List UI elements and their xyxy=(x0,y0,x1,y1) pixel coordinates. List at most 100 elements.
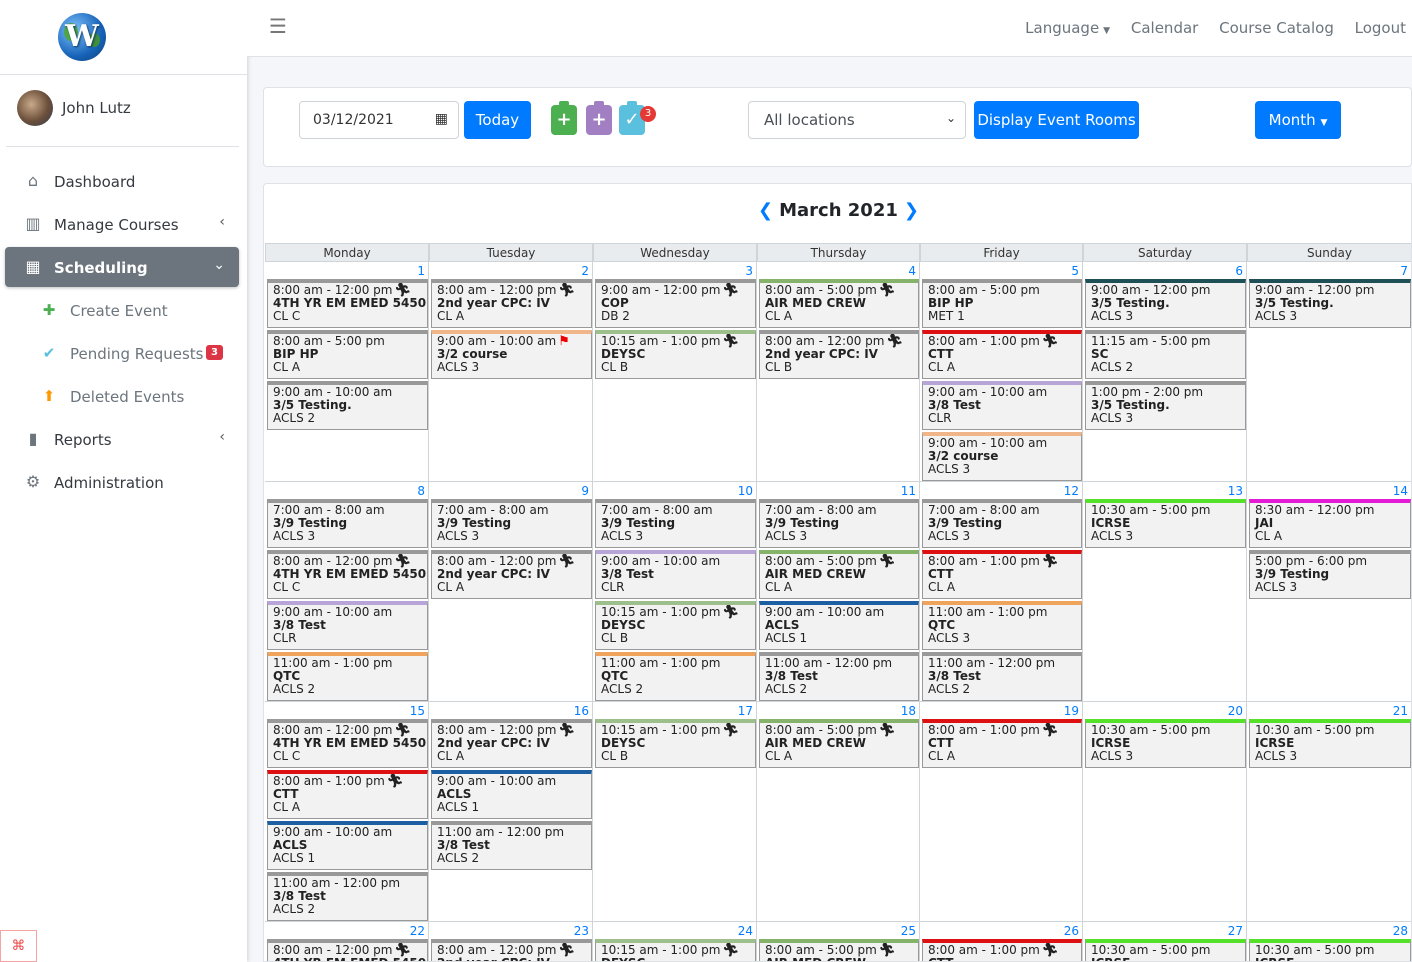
calendar-picker-icon[interactable]: ▦ xyxy=(434,111,448,127)
calendar-event[interactable]: 11:00 am - 12:00 pm 3/8 Test ACLS 2 xyxy=(267,872,428,921)
calendar-event[interactable]: 1:00 pm - 2:00 pm 3/5 Testing. ACLS 3 xyxy=(1085,381,1246,430)
day-cell[interactable]: 4 8:00 am - 5:00 pm 🏃︎ AIR MED CREW CL A 8:00… xyxy=(757,262,920,482)
day-number[interactable]: 12 xyxy=(1063,484,1079,498)
day-number[interactable]: 25 xyxy=(900,924,916,938)
calendar-event[interactable]: 8:30 am - 12:00 pm JAI CL A xyxy=(1249,499,1411,548)
day-number[interactable]: 10 xyxy=(737,484,753,498)
calendar-event[interactable]: 11:00 am - 12:00 pm 3/8 Test ACLS 2 xyxy=(922,652,1082,701)
day-number[interactable]: 27 xyxy=(1227,924,1243,938)
calendar-event[interactable]: 10:30 am - 5:00 pm ICRSE ACLS 3 xyxy=(1085,719,1246,768)
calendar-event[interactable]: 9:00 am - 10:00 am 3/8 Test CLR xyxy=(595,550,756,599)
create-event-icon[interactable]: + xyxy=(551,101,577,135)
day-number[interactable]: 9 xyxy=(581,484,589,498)
day-number[interactable]: 20 xyxy=(1227,704,1243,718)
calendar-event[interactable]: 8:00 am - 1:00 pm 🏃︎ CTT CL A xyxy=(922,550,1082,599)
user-panel[interactable]: John Lutz xyxy=(6,75,239,147)
day-number[interactable]: 26 xyxy=(1063,924,1079,938)
date-input[interactable]: 03/12/2021 ▦ xyxy=(299,101,459,139)
calendar-event[interactable]: 8:00 am - 12:00 pm 🏃︎ 2nd year CPC: IV CL A xyxy=(431,550,592,599)
calendar-event[interactable]: 9:00 am - 12:00 pm 3/5 Testing. ACLS 3 xyxy=(1085,279,1246,328)
calendar-event[interactable]: 5:00 pm - 6:00 pm 3/9 Testing ACLS 3 xyxy=(1249,550,1411,599)
calendar-event[interactable]: 11:00 am - 1:00 pm QTC ACLS 2 xyxy=(595,652,756,701)
calendar-event[interactable]: 10:15 am - 1:00 pm 🏃︎ DEYSC CL B xyxy=(595,719,756,768)
day-number[interactable]: 18 xyxy=(900,704,916,718)
day-cell[interactable]: 14 8:30 am - 12:00 pm JAI CL A 5:00 pm - 6:0… xyxy=(1247,482,1411,702)
day-cell[interactable]: 268:00 am - 1:00 pm🏃︎CTT xyxy=(920,922,1083,961)
calendar-event[interactable]: 9:00 am - 12:00 pm 🏃︎ COP DB 2 xyxy=(595,279,756,328)
calendar-event[interactable]: 10:15 am - 1:00 pm 🏃︎ DEYSC CL B xyxy=(595,601,756,650)
day-number[interactable]: 3 xyxy=(745,264,753,278)
calendar-event[interactable]: 10:30 am - 5:00 pm ICRSE ACLS 3 xyxy=(1085,499,1246,548)
calendar-event[interactable]: 8:00 am - 5:00 pm🏃︎AIR MED CREW xyxy=(759,939,919,961)
day-cell[interactable]: 6 9:00 am - 12:00 pm 3/5 Testing. ACLS 3 11:… xyxy=(1083,262,1247,482)
calendar-event[interactable]: 9:00 am - 10:00 am ACLS ACLS 1 xyxy=(431,770,592,819)
calendar-event[interactable]: 11:15 am - 5:00 pm SC ACLS 2 xyxy=(1085,330,1246,379)
day-number[interactable]: 15 xyxy=(409,704,425,718)
sidebar-subitem-pending-requests[interactable]: ✔ Pending Requests 3 xyxy=(5,333,239,373)
day-cell[interactable]: 7 9:00 am - 12:00 pm 3/5 Testing. ACLS 3 xyxy=(1247,262,1411,482)
day-cell[interactable]: 1 8:00 am - 12:00 pm 🏃︎ 4TH YR EM EMED 5450… xyxy=(265,262,429,482)
logout-link[interactable]: Logout xyxy=(1354,19,1406,37)
avatar[interactable] xyxy=(17,90,53,126)
day-cell[interactable]: 238:00 am - 12:00 pm🏃︎2nd year CPC: IV xyxy=(429,922,593,961)
calendar-event[interactable]: 9:00 am - 10:00 am ACLS ACLS 1 xyxy=(759,601,919,650)
day-number[interactable]: 11 xyxy=(900,484,916,498)
logo[interactable]: W xyxy=(0,0,247,75)
day-number[interactable]: 8 xyxy=(417,484,425,498)
view-month-dropdown[interactable]: Month ▼ xyxy=(1255,101,1341,139)
calendar-event[interactable]: 7:00 am - 8:00 am 3/9 Testing ACLS 3 xyxy=(267,499,428,548)
calendar-event[interactable]: 10:15 am - 1:00 pm 🏃︎ DEYSC CL B xyxy=(595,330,756,379)
day-cell[interactable]: 20 10:30 am - 5:00 pm ICRSE ACLS 3 xyxy=(1083,702,1247,922)
hamburger-menu-icon[interactable]: ☰ xyxy=(269,14,287,38)
day-cell[interactable]: 16 8:00 am - 12:00 pm 🏃︎ 2nd year CPC: IV CL… xyxy=(429,702,593,922)
day-cell[interactable]: 228:00 am - 12:00 pm🏃︎4TH YR EM EMED 545… xyxy=(265,922,429,961)
calendar-event[interactable]: 11:00 am - 12:00 pm 3/8 Test ACLS 2 xyxy=(759,652,919,701)
display-event-rooms-button[interactable]: Display Event Rooms xyxy=(974,101,1139,139)
day-number[interactable]: 1 xyxy=(417,264,425,278)
calendar-event[interactable]: 8:00 am - 1:00 pm 🏃︎ CTT CL A xyxy=(922,330,1082,379)
day-number[interactable]: 22 xyxy=(409,924,425,938)
calendar-event[interactable]: 7:00 am - 8:00 am 3/9 Testing ACLS 3 xyxy=(922,499,1082,548)
calendar-event[interactable]: 8:00 am - 12:00 pm 🏃︎ 4TH YR EM EMED 5450 C… xyxy=(267,550,428,599)
sidebar-item-manage-courses[interactable]: ▥ Manage Courses ‹ xyxy=(5,204,239,244)
day-number[interactable]: 13 xyxy=(1227,484,1243,498)
language-dropdown[interactable]: Language ▼ xyxy=(1009,19,1110,37)
calendar-event[interactable]: 8:00 am - 12:00 pm 🏃︎ 4TH YR EM EMED 5450 C… xyxy=(267,279,428,328)
day-number[interactable]: 17 xyxy=(737,704,753,718)
day-number[interactable]: 28 xyxy=(1392,924,1408,938)
calendar-event[interactable]: 11:00 am - 1:00 pm QTC ACLS 3 xyxy=(922,601,1082,650)
calendar-event[interactable]: 10:30 am - 5:00 pm ICRSE ACLS 3 xyxy=(1249,719,1411,768)
laravel-icon[interactable]: ⌘ xyxy=(0,930,37,962)
day-number[interactable]: 16 xyxy=(573,704,589,718)
location-select[interactable]: All locations ⌄ xyxy=(748,101,966,139)
day-number[interactable]: 5 xyxy=(1071,264,1079,278)
day-cell[interactable]: 2 8:00 am - 12:00 pm 🏃︎ 2nd year CPC: IV CL … xyxy=(429,262,593,482)
sidebar-item-administration[interactable]: ⚙ Administration xyxy=(5,462,239,502)
calendar-event[interactable]: 8:00 am - 12:00 pm 🏃︎ 4TH YR EM EMED 5450 C… xyxy=(267,719,428,768)
day-cell[interactable]: 9 7:00 am - 8:00 am 3/9 Testing ACLS 3 8:00 … xyxy=(429,482,593,702)
calendar-event[interactable]: 7:00 am - 8:00 am 3/9 Testing ACLS 3 xyxy=(595,499,756,548)
calendar-event[interactable]: 10:15 am - 1:00 pm🏃︎DEYSC xyxy=(595,939,756,961)
calendar-event[interactable]: 9:00 am - 10:00 am 3/8 Test CLR xyxy=(267,601,428,650)
day-number[interactable]: 14 xyxy=(1392,484,1408,498)
calendar-event[interactable]: 9:00 am - 10:00 am 3/5 Testing. ACLS 2 xyxy=(267,381,428,430)
day-cell[interactable]: 15 8:00 am - 12:00 pm 🏃︎ 4TH YR EM EMED 545… xyxy=(265,702,429,922)
day-cell[interactable]: 10 7:00 am - 8:00 am 3/9 Testing ACLS 3 9:00… xyxy=(593,482,757,702)
sidebar-item-reports[interactable]: ▮ Reports ‹ xyxy=(5,419,239,459)
day-number[interactable]: 23 xyxy=(573,924,589,938)
day-cell[interactable]: 18 8:00 am - 5:00 pm 🏃︎ AIR MED CREW CL A xyxy=(757,702,920,922)
day-cell[interactable]: 12 7:00 am - 8:00 am 3/9 Testing ACLS 3 8:00… xyxy=(920,482,1083,702)
add-request-icon[interactable]: + xyxy=(586,101,612,135)
calendar-link[interactable]: Calendar xyxy=(1130,19,1199,37)
day-number[interactable]: 24 xyxy=(737,924,753,938)
day-number[interactable]: 19 xyxy=(1063,704,1079,718)
calendar-event[interactable]: 9:00 am - 10:00 am ⚑ 3/2 course ACLS 3 xyxy=(431,330,592,379)
sidebar-item-dashboard[interactable]: ⌂ Dashboard xyxy=(5,161,239,201)
calendar-event[interactable]: 8:00 am - 5:00 pm BIP HP MET 1 xyxy=(922,279,1082,328)
calendar-event[interactable]: 7:00 am - 8:00 am 3/9 Testing ACLS 3 xyxy=(431,499,592,548)
